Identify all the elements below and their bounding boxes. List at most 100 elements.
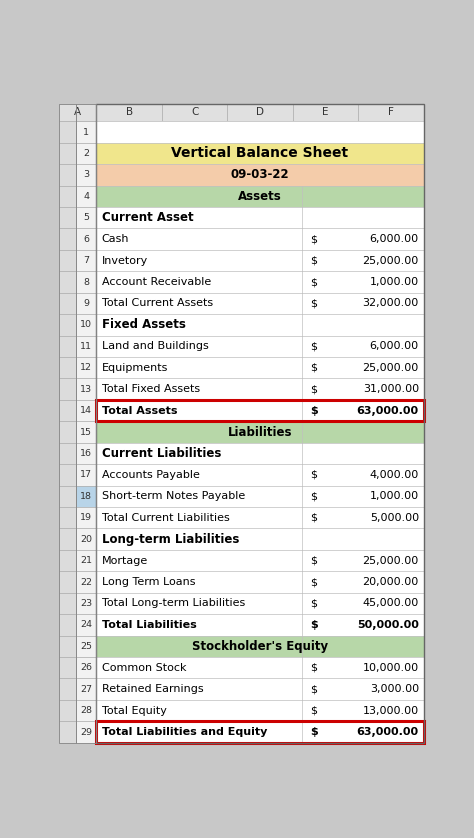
- Bar: [59, 336, 76, 357]
- Text: $: $: [310, 727, 318, 737]
- Text: $: $: [310, 513, 317, 523]
- Bar: [59, 722, 76, 742]
- Bar: [96, 357, 423, 379]
- Text: $: $: [310, 663, 317, 673]
- Text: 50,000.00: 50,000.00: [357, 620, 419, 630]
- Text: Total Assets: Total Assets: [102, 406, 177, 416]
- Text: 20: 20: [81, 535, 92, 544]
- Text: 09-03-22: 09-03-22: [231, 168, 289, 181]
- Text: 8: 8: [83, 277, 90, 287]
- Text: 63,000.00: 63,000.00: [357, 727, 419, 737]
- Text: Current Asset: Current Asset: [102, 211, 193, 225]
- Text: 3,000.00: 3,000.00: [370, 684, 419, 694]
- Text: Total Current Assets: Total Current Assets: [102, 298, 213, 308]
- Bar: [76, 186, 96, 207]
- Bar: [59, 400, 76, 422]
- Bar: [59, 572, 76, 592]
- Text: $: $: [310, 556, 317, 566]
- Bar: [96, 250, 423, 272]
- Text: $: $: [310, 470, 317, 480]
- Bar: [59, 122, 76, 142]
- Text: $: $: [310, 384, 317, 394]
- Bar: [76, 272, 96, 292]
- Text: 22: 22: [81, 577, 92, 587]
- Bar: [59, 292, 76, 314]
- Text: $: $: [310, 277, 317, 287]
- Bar: [96, 592, 423, 614]
- Bar: [59, 250, 76, 272]
- Bar: [96, 142, 423, 164]
- Bar: [96, 207, 423, 229]
- Bar: [59, 422, 76, 442]
- Bar: [59, 679, 76, 700]
- Bar: [59, 550, 76, 572]
- Text: 3: 3: [83, 170, 90, 179]
- Text: $: $: [310, 234, 317, 244]
- Text: Current Liabilities: Current Liabilities: [102, 447, 221, 460]
- Bar: [76, 592, 96, 614]
- Text: 6,000.00: 6,000.00: [370, 341, 419, 351]
- Bar: [96, 104, 423, 742]
- Text: 7: 7: [83, 256, 90, 265]
- Text: C: C: [191, 107, 198, 117]
- Text: 10: 10: [81, 320, 92, 329]
- Text: 15: 15: [81, 427, 92, 437]
- Text: $: $: [310, 684, 317, 694]
- Text: Long Term Loans: Long Term Loans: [102, 577, 195, 587]
- Bar: [59, 207, 76, 229]
- Bar: [96, 164, 423, 186]
- Bar: [76, 679, 96, 700]
- Bar: [96, 272, 423, 292]
- Text: Cash: Cash: [102, 234, 129, 244]
- Bar: [76, 529, 96, 550]
- Text: $: $: [310, 577, 317, 587]
- Text: 11: 11: [81, 342, 92, 351]
- Text: $: $: [310, 598, 317, 608]
- Text: $: $: [310, 256, 317, 266]
- Bar: [76, 250, 96, 272]
- Bar: [96, 529, 423, 550]
- Text: Land and Buildings: Land and Buildings: [102, 341, 209, 351]
- Text: 26: 26: [81, 663, 92, 672]
- Text: 6,000.00: 6,000.00: [370, 234, 419, 244]
- Bar: [76, 442, 96, 464]
- Bar: [59, 592, 76, 614]
- Bar: [76, 207, 96, 229]
- Text: A: A: [74, 107, 82, 117]
- Text: 19: 19: [81, 513, 92, 522]
- Bar: [76, 336, 96, 357]
- Bar: [96, 464, 423, 485]
- Bar: [96, 635, 423, 657]
- Bar: [76, 292, 96, 314]
- Bar: [59, 700, 76, 722]
- Text: B: B: [126, 107, 133, 117]
- Text: 1: 1: [83, 127, 90, 137]
- Bar: [76, 464, 96, 485]
- Bar: [59, 657, 76, 679]
- Bar: [59, 379, 76, 400]
- Text: 12: 12: [81, 363, 92, 372]
- Text: 9: 9: [83, 299, 90, 308]
- Bar: [96, 422, 423, 442]
- Bar: [59, 614, 76, 635]
- Text: Total Equity: Total Equity: [102, 706, 167, 716]
- Text: Accounts Payable: Accounts Payable: [102, 470, 200, 480]
- Bar: [358, 104, 423, 122]
- Text: Vertical Balance Sheet: Vertical Balance Sheet: [172, 147, 348, 161]
- Bar: [76, 142, 96, 164]
- Text: 23: 23: [80, 599, 92, 608]
- Text: 10,000.00: 10,000.00: [363, 663, 419, 673]
- Text: Retained Earnings: Retained Earnings: [102, 684, 203, 694]
- Bar: [96, 379, 423, 400]
- Bar: [59, 142, 76, 164]
- Bar: [96, 679, 423, 700]
- Text: Equipments: Equipments: [102, 363, 168, 373]
- Bar: [96, 122, 423, 142]
- Bar: [76, 550, 96, 572]
- Text: 4,000.00: 4,000.00: [370, 470, 419, 480]
- Bar: [59, 314, 76, 336]
- Bar: [59, 104, 76, 742]
- Text: $: $: [310, 491, 317, 501]
- Text: F: F: [388, 107, 394, 117]
- Text: Stockholder's Equity: Stockholder's Equity: [192, 640, 328, 653]
